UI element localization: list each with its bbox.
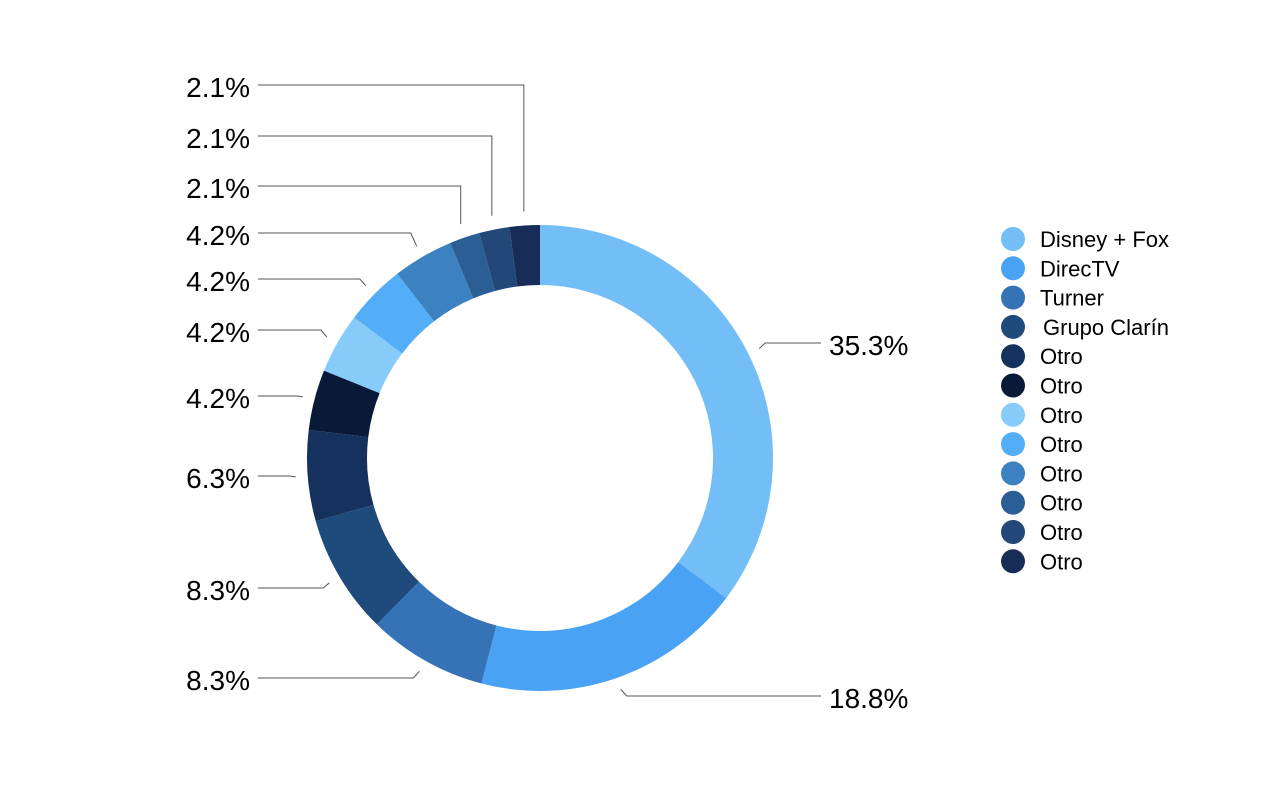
- legend-swatch: [1001, 432, 1025, 457]
- data-label-4: 8.3%: [186, 575, 250, 606]
- legend-item: Grupo Clarín: [1001, 314, 1169, 340]
- slice-9: [397, 242, 474, 322]
- legend-item: Otro: [1001, 520, 1083, 545]
- slice-11: [479, 227, 518, 291]
- legend-label: Otro: [1040, 520, 1083, 545]
- legend-label: Otro: [1040, 344, 1083, 369]
- legend-item: Disney + Fox: [1001, 227, 1169, 252]
- leader-line-11: [258, 135, 493, 216]
- leader-line-9: [258, 232, 418, 247]
- slice-10: [450, 233, 495, 299]
- data-label-6: 4.2%: [186, 383, 250, 414]
- legend-swatch: [1001, 256, 1025, 281]
- legend-swatch: [1001, 520, 1025, 544]
- legend-item: Otro: [1001, 432, 1083, 457]
- data-label-2: 18.8%: [829, 683, 908, 714]
- data-label-9: 4.2%: [186, 220, 250, 251]
- legend-item: DirecTV: [1001, 256, 1120, 281]
- legend-swatch: [1001, 314, 1025, 339]
- legend: Disney + Fox DirecTV Turner Grupo Clarín Otr…: [1001, 227, 1169, 574]
- legend-item: Otro: [1001, 402, 1083, 428]
- legend-swatch: [1001, 285, 1025, 310]
- leader-line-3: [258, 670, 420, 679]
- legend-item: Otro: [1001, 549, 1083, 574]
- slice-7: [324, 317, 403, 394]
- leader-line-4: [258, 582, 330, 589]
- data-label-10: 2.1%: [186, 173, 250, 204]
- legend-item: Otro: [1001, 344, 1083, 369]
- data-label-1: 35.3%: [829, 330, 908, 361]
- data-label-5: 6.3%: [186, 463, 250, 494]
- legend-label: Otro: [1040, 549, 1083, 574]
- data-label-12: 2.1%: [186, 72, 250, 103]
- leader-line-10: [258, 185, 462, 225]
- slice-1: [540, 225, 773, 599]
- leader-line-8: [258, 278, 367, 287]
- leader-line-6: [258, 395, 303, 398]
- legend-item: Turner: [1001, 285, 1104, 311]
- data-label-8: 4.2%: [186, 266, 250, 297]
- legend-swatch: [1001, 344, 1025, 369]
- data-label-7: 4.2%: [186, 317, 250, 348]
- legend-swatch: [1001, 227, 1025, 251]
- legend-label: Grupo Clarín: [1043, 315, 1169, 340]
- data-label-3: 8.3%: [186, 665, 250, 696]
- slice-2: [481, 562, 727, 691]
- legend-label: Otro: [1040, 461, 1083, 486]
- legend-label: Otro: [1040, 374, 1083, 399]
- legend-swatch: [1001, 402, 1025, 427]
- slice-5: [307, 429, 374, 522]
- data-label-11: 2.1%: [186, 123, 250, 154]
- leader-line-12: [258, 84, 525, 212]
- legend-label: Otro: [1040, 432, 1083, 457]
- legend-label: DirecTV: [1040, 256, 1120, 281]
- legend-item: Otro: [1001, 461, 1083, 486]
- slice-4: [315, 504, 419, 625]
- legend-swatch: [1001, 373, 1025, 398]
- legend-swatch: [1001, 549, 1025, 574]
- legend-swatch: [1001, 490, 1025, 515]
- legend-item: Otro: [1001, 373, 1083, 399]
- labels-layer: 35.3% 18.8% 8.3% 8.3% 6.3% 4.2% 4.2% 4.2% 4.2% 2.…: [186, 72, 908, 714]
- leader-line-2: [620, 688, 821, 697]
- slice-6: [308, 370, 380, 438]
- leader-line-7: [258, 329, 328, 338]
- leaders-layer: [258, 84, 821, 697]
- legend-swatch: [1001, 461, 1025, 486]
- slices-layer: [307, 225, 773, 691]
- legend-item: Otro: [1001, 490, 1083, 516]
- legend-label: Otro: [1040, 491, 1083, 516]
- slice-12: [509, 225, 540, 287]
- leader-line-5: [258, 475, 296, 478]
- legend-label: Otro: [1040, 403, 1083, 428]
- slice-8: [354, 273, 435, 354]
- leader-line-1: [758, 342, 821, 349]
- legend-label: Disney + Fox: [1040, 227, 1169, 252]
- slice-3: [376, 581, 497, 684]
- legend-label: Turner: [1040, 286, 1104, 311]
